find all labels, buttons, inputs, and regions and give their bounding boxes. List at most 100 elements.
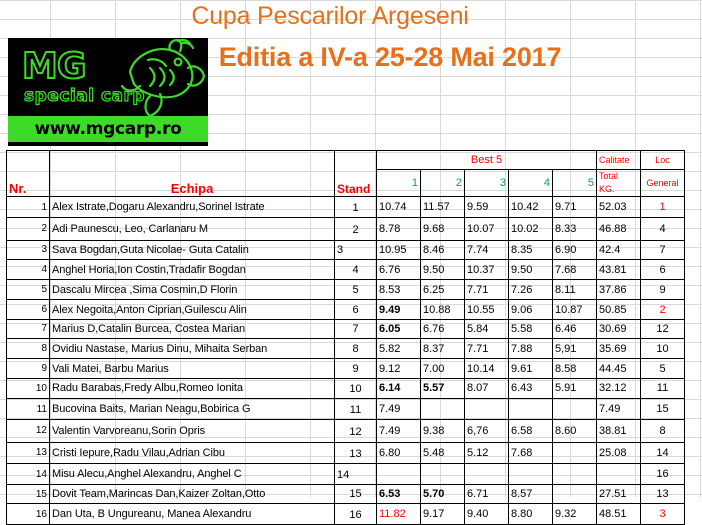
table-row[interactable]: 15 Dovit Team,Marincas Dan,Kaizer Zoltan,… bbox=[6, 484, 685, 505]
cell-nr: 5 bbox=[6, 279, 50, 301]
cell-loc-general: 11 bbox=[640, 377, 685, 399]
cell-stand: 6 bbox=[334, 299, 377, 320]
table-row[interactable]: 1 Alex Istrate,Dogaru Alexandru,Sorinel I… bbox=[6, 195, 685, 219]
cell-stand: 2 bbox=[334, 217, 377, 241]
header-best5: Best 5 bbox=[376, 150, 597, 170]
cell-best5-2: 8.37 bbox=[420, 338, 465, 360]
cell-echipa: Vali Matei, Barbu Marius bbox=[49, 358, 335, 379]
logo-url-band: www.mgcarp.ro bbox=[8, 116, 208, 142]
cell-nr: 2 bbox=[6, 217, 50, 241]
cell-loc-general: 3 bbox=[640, 503, 685, 525]
cell-best5-4: 8.80 bbox=[508, 503, 553, 525]
table-row[interactable]: 3 Sava Bogdan,Guta Nicolae- Guta Catalin 3… bbox=[6, 239, 685, 260]
cell-best5-4: 6.43 bbox=[508, 377, 553, 399]
header-best5-col-1-label: 1 bbox=[411, 177, 418, 189]
cell-best5-5: 8.60 bbox=[552, 419, 597, 443]
cell-best5-4: 8.57 bbox=[508, 484, 553, 505]
cell-best5-4: 9.06 bbox=[508, 299, 553, 320]
cell-best5-3: 5.84 bbox=[464, 318, 509, 340]
cell-total-kg: 44.45 bbox=[596, 358, 641, 379]
cell-best5-5 bbox=[552, 484, 597, 505]
cell-loc-general: 14 bbox=[640, 441, 685, 464]
cell-echipa: Anghel Horia,Ion Costin,Tradafir Bogdan bbox=[49, 258, 335, 281]
carp-fish-icon bbox=[120, 38, 206, 118]
cell-total-kg: 27.51 bbox=[596, 484, 641, 505]
table-row[interactable]: 12 Valentin Varvoreanu,Sorin Opris 12 7.49 9… bbox=[6, 419, 685, 443]
cell-best5-5: 9.32 bbox=[552, 503, 597, 525]
logo-brand-text: MG bbox=[21, 46, 87, 87]
cell-best5-4: 9.61 bbox=[508, 358, 553, 379]
header-best5-col-3: 3 bbox=[464, 169, 509, 197]
header-best5-col-4: 4 bbox=[508, 169, 553, 197]
table-row[interactable]: 13 Cristi Iepure,Radu Vilau,Adrian Cibu 13… bbox=[6, 441, 685, 464]
table-row[interactable]: 4 Anghel Horia,Ion Costin,Tradafir Bogdan… bbox=[6, 258, 685, 281]
cell-best5-1: 10.74 bbox=[376, 195, 421, 219]
cell-stand: 15 bbox=[334, 484, 377, 505]
cell-stand: 13 bbox=[334, 441, 377, 464]
cell-best5-1: 7.49 bbox=[376, 419, 421, 443]
header-best5-label: Best 5 bbox=[470, 154, 503, 166]
cell-best5-4: 7.26 bbox=[508, 279, 553, 301]
cell-loc-general: 2 bbox=[640, 299, 685, 320]
cell-best5-2: 9.38 bbox=[420, 419, 465, 443]
cell-total-kg: 42.4 bbox=[596, 239, 641, 260]
header-best5-col-2-label: 2 bbox=[455, 177, 462, 189]
cell-stand: 9 bbox=[334, 358, 377, 379]
table-row[interactable]: 9 Vali Matei, Barbu Marius 9 9.12 7.00 10.14 9… bbox=[6, 358, 685, 379]
cell-best5-2: 9.50 bbox=[420, 258, 465, 281]
cell-nr: 1 bbox=[6, 195, 50, 219]
cell-loc-general: 9 bbox=[640, 279, 685, 301]
cell-best5-3: 10.37 bbox=[464, 258, 509, 281]
cell-total-kg: 25.08 bbox=[596, 441, 641, 464]
header-banner: Cupa Pescarilor Argeseni Editia a IV-a 2… bbox=[0, 0, 702, 150]
cell-best5-2 bbox=[420, 462, 465, 486]
cell-stand: 5 bbox=[334, 279, 377, 301]
cell-best5-3 bbox=[464, 462, 509, 486]
cell-loc-general: 8 bbox=[640, 419, 685, 443]
results-table-body: 1 Alex Istrate,Dogaru Alexandru,Sorinel I… bbox=[6, 195, 685, 525]
cell-best5-4: 10.42 bbox=[508, 195, 553, 219]
cell-loc-general: 6 bbox=[640, 258, 685, 281]
cell-total-kg: 32.12 bbox=[596, 377, 641, 399]
cell-stand: 1 bbox=[334, 195, 377, 219]
cell-best5-3: 7.74 bbox=[464, 239, 509, 260]
table-row[interactable]: 10 Radu Barabas,Fredy Albu,Romeo Ionita 10… bbox=[6, 377, 685, 399]
cell-stand: 12 bbox=[334, 419, 377, 443]
cell-echipa: Cristi Iepure,Radu Vilau,Adrian Cibu bbox=[49, 441, 335, 464]
cell-nr: 10 bbox=[6, 377, 50, 399]
header-loc-sub: General bbox=[640, 169, 685, 197]
results-table-wrapper: Nr. Echipa Stand Best 5 Calit bbox=[6, 150, 685, 525]
cell-best5-3: 8.07 bbox=[464, 377, 509, 399]
cell-echipa: Adi Paunescu, Leo, Carlanaru M bbox=[49, 217, 335, 241]
cell-best5-4: 6.58 bbox=[508, 419, 553, 443]
header-calitate: Calitate bbox=[596, 150, 641, 170]
cell-best5-3: 10.07 bbox=[464, 217, 509, 241]
cell-echipa: Radu Barabas,Fredy Albu,Romeo Ionita bbox=[49, 377, 335, 399]
page-subtitle: Editia a IV-a 25-28 Mai 2017 bbox=[218, 42, 562, 72]
header-loc-sub-label: General bbox=[646, 178, 679, 188]
cell-best5-1: 9.12 bbox=[376, 358, 421, 379]
header-echipa-label: Echipa bbox=[170, 181, 214, 196]
cell-best5-4: 9.50 bbox=[508, 258, 553, 281]
cell-best5-1: 6.76 bbox=[376, 258, 421, 281]
table-row[interactable]: 6 Alex Negoita,Anton Ciprian,Guilescu Ali… bbox=[6, 299, 685, 320]
table-row[interactable]: 5 Dascalu Mircea ,Sima Cosmin,D Florin 5 8.… bbox=[6, 279, 685, 301]
header-best5-col-2: 2 bbox=[420, 169, 465, 197]
cell-echipa: Marius D,Catalin Burcea, Costea Marian bbox=[49, 318, 335, 340]
cell-best5-2: 7.00 bbox=[420, 358, 465, 379]
cell-total-kg: 37.86 bbox=[596, 279, 641, 301]
table-row[interactable]: 8 Ovidiu Nastase, Marius Dinu, Mihaita Se… bbox=[6, 338, 685, 360]
cell-loc-general: 12 bbox=[640, 318, 685, 340]
table-row[interactable]: 7 Marius D,Catalin Burcea, Costea Marian 7… bbox=[6, 318, 685, 340]
table-row[interactable]: 16 Dan Uta, B Ungureanu, Manea Alexandru 1… bbox=[6, 503, 685, 525]
cell-best5-2: 8.46 bbox=[420, 239, 465, 260]
cell-best5-1: 5.82 bbox=[376, 338, 421, 360]
table-row[interactable]: 11 Bucovina Baits, Marian Neagu,Bobirica … bbox=[6, 397, 685, 421]
cell-best5-2: 10.88 bbox=[420, 299, 465, 320]
cell-stand: 7 bbox=[334, 318, 377, 340]
cell-loc-general: 5 bbox=[640, 358, 685, 379]
table-row[interactable]: 2 Adi Paunescu, Leo, Carlanaru M 2 8.78 9.68… bbox=[6, 217, 685, 241]
cell-stand: 11 bbox=[334, 397, 377, 421]
cell-nr: 12 bbox=[6, 419, 50, 443]
